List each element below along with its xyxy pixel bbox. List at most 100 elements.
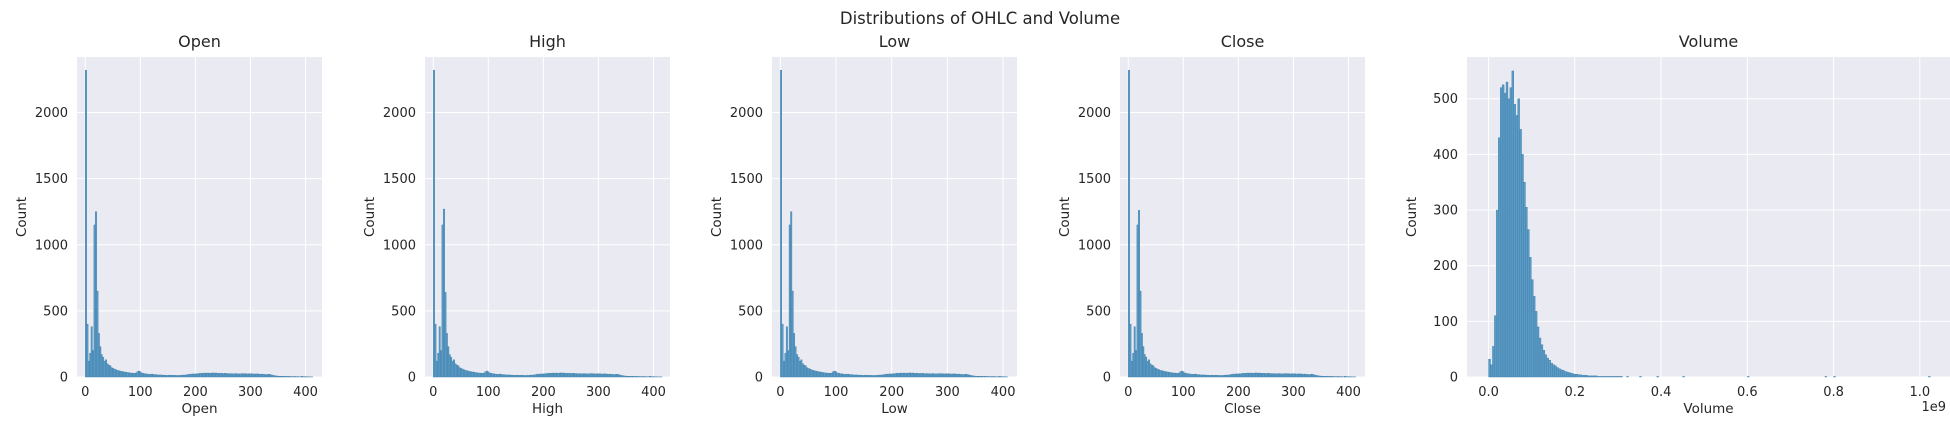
histogram-bar [849,374,852,378]
histogram-bar [1129,323,1132,378]
histogram-bar [155,374,158,378]
histogram-bar [1179,371,1182,378]
histogram-bar [143,373,146,378]
histogram-bar [276,375,279,378]
histogram-bar [1534,311,1538,378]
histogram-bar [455,364,458,378]
histogram-bars [433,70,663,378]
histogram-bar [1569,372,1573,378]
histogram-bar [516,374,518,378]
histogram-bar [281,376,283,378]
histogram-bar [478,372,481,378]
histogram-bar [158,374,160,378]
histogram-bar [801,363,804,378]
histogram-bar [97,333,100,378]
histogram-bar [145,373,148,378]
histogram-bar [517,375,520,378]
histogram-bar [253,373,256,378]
histogram-bar [1286,373,1289,378]
histogram-bar [152,374,155,378]
histogram-bar [268,374,271,378]
histogram-bar [814,370,817,378]
histogram-bar [1562,370,1565,378]
histogram-bar [256,373,259,378]
y-tick-label: 500 [43,304,68,319]
histogram-bar [1201,374,1203,378]
histogram-bar [862,375,865,378]
histogram-bar [132,373,135,378]
histogram-bar [936,373,939,378]
histogram-bar [1256,372,1259,378]
histogram-bar [175,375,178,378]
histogram-bar [507,374,510,378]
histogram-bar [96,290,99,378]
histogram-bar [819,371,822,378]
histogram-bar [851,374,853,378]
histogram-bar [877,375,879,378]
histogram-bar [1185,373,1188,378]
histogram-bar [474,372,477,378]
histogram-bar [232,373,235,378]
histogram-bar [243,373,246,378]
histogram-bar [573,373,576,378]
histogram-bar [998,376,1001,378]
histogram-bar [1606,376,1610,378]
histogram-bar [1532,296,1536,378]
histogram-bar [183,374,186,378]
histogram-bar [447,346,450,378]
histogram-bar [1564,371,1567,378]
histogram-bar [93,224,96,378]
histogram-bar [1600,376,1604,378]
histogram-bar [1206,374,1209,378]
histogram-bar [1294,373,1296,378]
y-tick-label: 1000 [35,238,68,253]
histogram-bar [274,375,276,378]
histogram-bar [1315,375,1318,378]
histogram-bar [1527,229,1530,378]
histogram-bar [1589,375,1592,378]
histogram-bar [872,375,875,378]
histogram-bar [977,376,979,378]
histogram-bar [1571,373,1575,378]
histogram-bar [1231,374,1233,378]
histogram-bar [445,333,448,378]
y-tick-label: 1000 [730,238,763,253]
histogram-bar [107,364,110,378]
histogram-bar [949,373,952,378]
histogram-bar [1318,375,1321,378]
histogram-bar [935,373,937,378]
histogram-bar [486,370,488,378]
histogram-bar [822,372,824,378]
histogram-bar [797,356,800,378]
gridlines [1467,57,1950,378]
histogram-bar [249,373,252,378]
histogram-bar [140,372,143,378]
histogram-bar [1577,374,1580,378]
histogram-bar [629,376,631,378]
plot-area [77,57,322,377]
histogram-bar [974,375,976,378]
histogram-bar [125,372,127,378]
histogram-bar [491,373,494,378]
x-tick-label: 200 [879,385,904,400]
histogram-bar [1581,375,1584,378]
y-tick-label: 1000 [383,238,416,253]
histogram-bar [470,371,473,378]
histogram-bar [1337,376,1339,378]
plot-area [1120,57,1365,377]
histogram-bar [930,373,933,378]
histogram-bar [1276,373,1279,378]
histogram-bar [477,372,480,378]
panels: 0 100 200 300 4000500100015002000OpenOpenCou… [14,32,1950,417]
histogram-bar [1229,374,1232,378]
histogram-bar [1152,365,1155,378]
histogram-bar [780,70,783,378]
histogram-bar [534,374,537,378]
histogram-bar [1163,371,1166,378]
histogram-bar [437,352,440,378]
histogram-bar [603,373,606,378]
histogram-bar [1296,373,1299,378]
histogram-bar [1222,375,1225,378]
histogram-bar [1583,375,1586,378]
histogram-bar [212,372,215,378]
